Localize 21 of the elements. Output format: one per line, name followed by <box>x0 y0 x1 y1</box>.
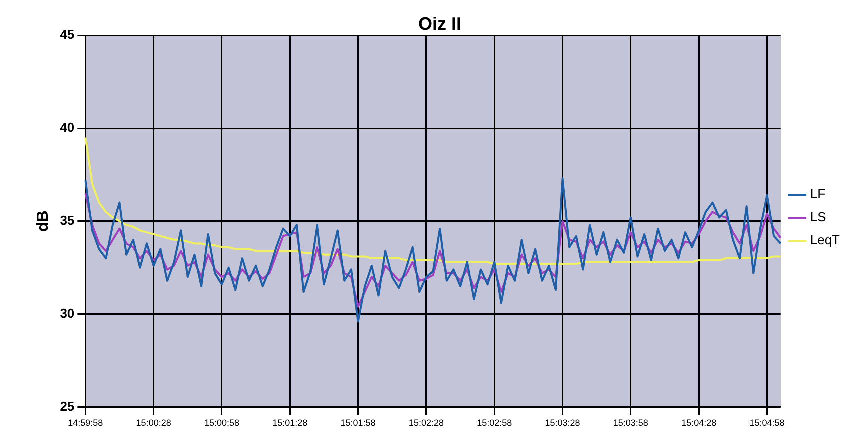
chart-title: Oiz II <box>418 14 462 34</box>
y-tick-label: 35 <box>60 212 75 228</box>
y-tick-label: 40 <box>60 120 75 136</box>
legend-label: LS <box>810 210 827 225</box>
x-tick-label: 15:00:58 <box>204 418 240 428</box>
y-axis-title: dB <box>35 210 52 232</box>
x-tick-label: 15:00:28 <box>136 418 172 428</box>
x-tick-label: 15:02:58 <box>477 418 512 428</box>
x-tick-label: 15:02:28 <box>408 418 444 428</box>
x-tick-label: 14:59:58 <box>68 418 104 428</box>
y-tick-label: 45 <box>60 27 75 42</box>
x-tick-label: 15:04:58 <box>750 418 785 428</box>
x-tick-label: 15:01:58 <box>340 418 376 428</box>
x-tick-label: 15:01:28 <box>272 418 308 428</box>
legend-label: LF <box>810 186 826 202</box>
x-tick-label: 15:04:28 <box>682 418 717 428</box>
x-tick-label: 15:03:28 <box>545 418 580 428</box>
y-tick-label: 30 <box>60 306 75 321</box>
x-tick-label: 15:03:58 <box>613 418 648 428</box>
legend-label: LeqT <box>810 232 840 248</box>
y-tick-label: 25 <box>60 398 75 414</box>
